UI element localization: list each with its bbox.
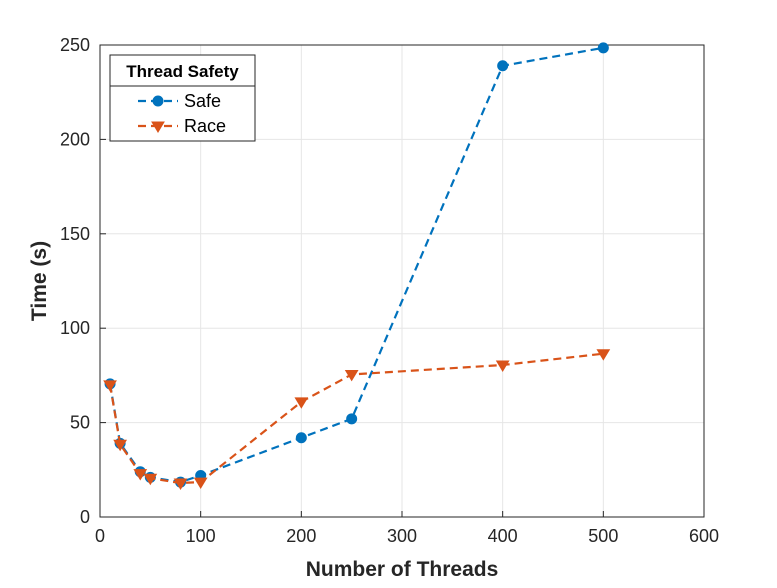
legend-box [109,54,256,142]
data-point [133,469,148,481]
x-tick-label: 100 [186,526,216,546]
data-point [497,60,509,72]
data-point [173,478,188,490]
x-tick-label: 400 [488,526,518,546]
legend-title: Thread Safety [126,62,239,81]
data-point [103,380,117,392]
data-point [113,439,128,452]
y-tick-label: 100 [60,318,90,338]
series-line [108,352,604,485]
data-point [596,349,611,361]
data-point [151,121,165,133]
legend: Thread Safety Safe Race [109,54,256,142]
data-point [294,397,309,409]
legend-item-safe: Safe [138,91,221,111]
y-tick-label: 150 [60,224,90,244]
axis-ticks: 0 100 200 300 400 500 600 0 50 100 150 200 250 [60,35,719,546]
x-tick-label: 200 [286,526,316,546]
data-point [344,369,359,382]
y-tick-label: 0 [80,507,90,527]
data-point [193,477,208,490]
x-tick-label: 500 [588,526,618,546]
data-point [143,473,158,486]
x-axis-title: Number of Threads [306,558,499,581]
y-tick-label: 50 [70,413,90,433]
legend-item-race: Race [138,116,226,136]
data-point [495,360,510,372]
x-tick-label: 0 [95,526,105,546]
legend-label: Race [184,116,226,136]
series-line [108,46,604,484]
series-layer [103,42,611,490]
y-tick-label: 200 [60,129,90,149]
x-tick-label: 600 [689,526,719,546]
y-axis-title: Time (s) [28,241,51,321]
data-point [597,42,609,54]
y-tick-label: 250 [60,35,90,55]
data-point [346,413,358,425]
legend-label: Safe [184,91,221,111]
legend-items: Safe Race [138,91,226,136]
data-point [295,432,307,444]
series-race [103,349,611,490]
x-tick-label: 300 [387,526,417,546]
data-point [152,95,164,107]
